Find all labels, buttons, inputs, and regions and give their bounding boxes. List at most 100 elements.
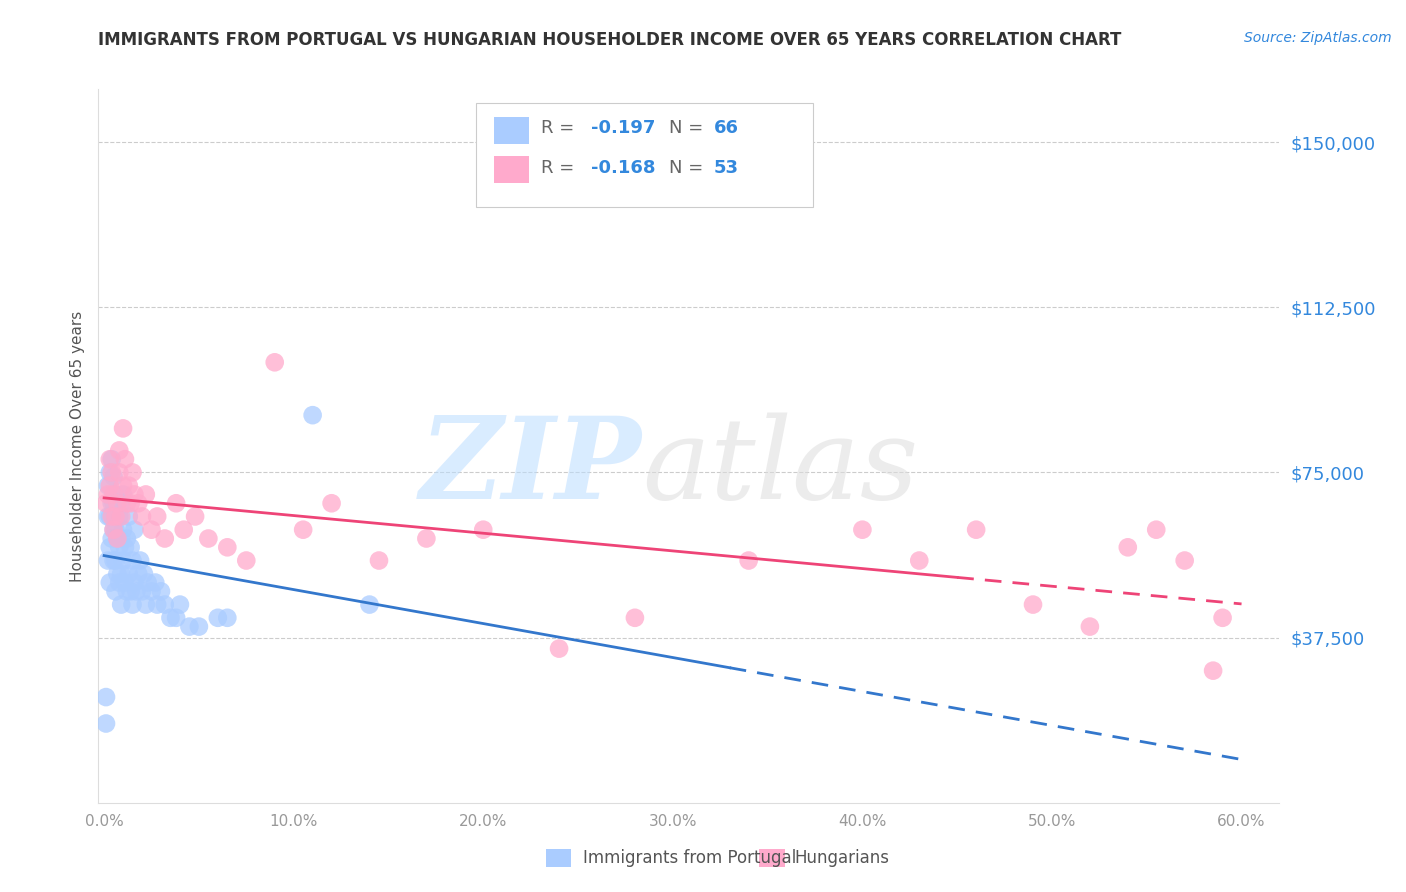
- Point: [98, 575, 121, 590]
- Point: [143, 575, 166, 590]
- Point: [1144, 523, 1167, 537]
- Point: [110, 532, 132, 546]
- Point: [359, 598, 381, 612]
- Point: [103, 496, 125, 510]
- Point: [103, 523, 125, 537]
- Point: [908, 553, 931, 567]
- Text: Source: ZipAtlas.com: Source: ZipAtlas.com: [1244, 31, 1392, 45]
- Point: [115, 584, 138, 599]
- Text: 66: 66: [714, 120, 738, 137]
- Point: [108, 575, 131, 590]
- Point: [98, 452, 121, 467]
- Point: [112, 478, 135, 492]
- Point: [125, 584, 148, 599]
- Point: [94, 496, 117, 510]
- Point: [197, 532, 219, 546]
- Point: [115, 496, 138, 510]
- Point: [1078, 619, 1101, 633]
- Point: [121, 553, 143, 567]
- Point: [173, 523, 195, 537]
- FancyBboxPatch shape: [494, 117, 530, 145]
- Point: [1116, 541, 1139, 555]
- Point: [118, 478, 141, 492]
- Y-axis label: Householder Income Over 65 years: Householder Income Over 65 years: [69, 310, 84, 582]
- Point: [105, 496, 128, 510]
- Point: [114, 575, 136, 590]
- Point: [98, 478, 121, 492]
- Point: [1174, 553, 1197, 567]
- Point: [115, 532, 138, 546]
- Point: [100, 532, 122, 546]
- Point: [136, 575, 159, 590]
- Point: [737, 553, 759, 567]
- Point: [121, 598, 143, 612]
- Point: [121, 466, 143, 480]
- Bar: [546, 849, 571, 867]
- Point: [105, 566, 128, 581]
- Point: [146, 598, 169, 612]
- Text: IMMIGRANTS FROM PORTUGAL VS HUNGARIAN HOUSEHOLDER INCOME OVER 65 YEARS CORRELATI: IMMIGRANTS FROM PORTUGAL VS HUNGARIAN HO…: [98, 31, 1122, 49]
- Bar: [759, 849, 785, 867]
- Point: [368, 553, 391, 567]
- Point: [105, 532, 128, 546]
- Point: [108, 509, 131, 524]
- Point: [321, 496, 343, 510]
- Text: -0.168: -0.168: [591, 159, 655, 177]
- Text: R =: R =: [541, 159, 581, 177]
- Point: [153, 598, 176, 612]
- Point: [110, 566, 132, 581]
- Point: [131, 509, 153, 524]
- Point: [105, 532, 128, 546]
- Point: [103, 470, 125, 484]
- Point: [110, 496, 132, 510]
- Point: [97, 553, 120, 567]
- Point: [104, 523, 127, 537]
- Point: [100, 452, 122, 467]
- FancyBboxPatch shape: [477, 103, 813, 207]
- Point: [112, 421, 135, 435]
- Point: [100, 466, 122, 480]
- Point: [100, 509, 122, 524]
- Point: [108, 443, 131, 458]
- Point: [104, 553, 127, 567]
- Point: [965, 523, 987, 537]
- Text: atlas: atlas: [641, 412, 918, 523]
- Point: [97, 509, 120, 524]
- Point: [94, 690, 117, 704]
- Point: [98, 466, 121, 480]
- Point: [110, 509, 132, 524]
- Point: [415, 532, 437, 546]
- Point: [124, 575, 146, 590]
- Point: [105, 496, 128, 510]
- Point: [1212, 611, 1234, 625]
- Point: [624, 611, 647, 625]
- Point: [120, 496, 142, 510]
- Point: [120, 541, 142, 555]
- Point: [179, 619, 201, 633]
- Point: [217, 611, 239, 625]
- Point: [100, 496, 122, 510]
- Point: [97, 487, 120, 501]
- Point: [131, 584, 153, 599]
- Point: [118, 509, 141, 524]
- Point: [98, 509, 121, 524]
- Text: -0.197: -0.197: [591, 120, 655, 137]
- Point: [548, 641, 571, 656]
- Text: R =: R =: [541, 120, 581, 137]
- Point: [103, 487, 125, 501]
- Point: [263, 355, 285, 369]
- FancyBboxPatch shape: [494, 156, 530, 184]
- Point: [184, 509, 207, 524]
- Point: [159, 611, 181, 625]
- Text: ZIP: ZIP: [420, 412, 641, 523]
- Point: [98, 541, 121, 555]
- Point: [135, 598, 157, 612]
- Point: [114, 541, 136, 555]
- Text: N =: N =: [669, 159, 709, 177]
- Point: [104, 487, 127, 501]
- Point: [97, 478, 120, 492]
- Point: [118, 566, 141, 581]
- Point: [120, 584, 142, 599]
- Point: [112, 487, 135, 501]
- Text: Hungarians: Hungarians: [794, 849, 890, 867]
